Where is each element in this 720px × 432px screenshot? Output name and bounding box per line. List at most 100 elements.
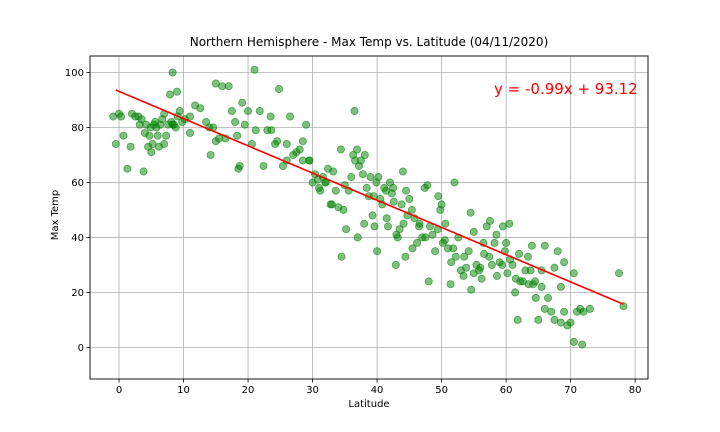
- data-point: [498, 260, 507, 269]
- data-point: [374, 172, 383, 181]
- data-point: [467, 285, 476, 294]
- data-point: [447, 258, 456, 267]
- data-point: [153, 131, 162, 140]
- y-axis-label: Max Temp: [50, 190, 61, 241]
- data-point: [492, 271, 501, 280]
- data-point: [502, 238, 511, 247]
- data-point: [305, 156, 314, 165]
- regression-line: [115, 89, 624, 305]
- data-point: [511, 288, 520, 297]
- x-tick-label: 0: [116, 385, 122, 396]
- data-point: [569, 337, 578, 346]
- data-point: [337, 252, 346, 261]
- data-point: [366, 172, 375, 181]
- data-point: [397, 200, 406, 209]
- data-point: [513, 315, 522, 324]
- data-point: [508, 260, 517, 269]
- plot-frame: [89, 55, 649, 380]
- data-point: [392, 230, 401, 239]
- data-point: [373, 247, 382, 256]
- x-tick-label: 80: [629, 385, 642, 396]
- data-point: [492, 230, 501, 239]
- scatter-points: [109, 65, 628, 349]
- data-point: [347, 172, 356, 181]
- data-point: [477, 274, 486, 283]
- data-point: [560, 258, 569, 267]
- data-point: [540, 241, 549, 250]
- data-point: [544, 293, 553, 302]
- data-point: [145, 131, 154, 140]
- data-point: [526, 266, 535, 275]
- data-point: [240, 120, 249, 129]
- data-point: [298, 137, 307, 146]
- data-point: [251, 126, 260, 135]
- data-point: [295, 145, 304, 154]
- data-point: [441, 219, 450, 228]
- data-point: [556, 318, 565, 327]
- data-point: [238, 98, 247, 107]
- data-point: [196, 104, 205, 113]
- x-axis-ticks: 0 10 20 30 40 50 60 70 80: [116, 379, 642, 396]
- data-point: [405, 194, 414, 203]
- data-point: [168, 68, 177, 77]
- data-point: [259, 161, 268, 170]
- data-point: [175, 107, 184, 116]
- data-point: [431, 247, 440, 256]
- data-point: [282, 139, 291, 148]
- data-point: [342, 225, 351, 234]
- data-point: [451, 252, 460, 261]
- data-point: [434, 192, 443, 201]
- data-point: [485, 252, 494, 261]
- data-point: [327, 200, 336, 209]
- data-point: [231, 118, 240, 127]
- y-tick-label: 80: [71, 123, 84, 134]
- y-tick-label: 40: [71, 233, 84, 244]
- x-tick-label: 10: [177, 385, 190, 396]
- data-point: [476, 263, 485, 272]
- data-point: [329, 167, 338, 176]
- data-point: [414, 222, 423, 231]
- data-point: [534, 315, 543, 324]
- data-point: [391, 260, 400, 269]
- data-point: [171, 123, 180, 132]
- data-point: [560, 307, 569, 316]
- data-point: [285, 112, 294, 121]
- y-tick-label: 100: [65, 68, 84, 79]
- data-point: [302, 120, 311, 129]
- data-point: [547, 307, 556, 316]
- data-point: [424, 277, 433, 286]
- data-point: [437, 200, 446, 209]
- data-point: [250, 65, 259, 74]
- y-axis-ticks: 0 20 40 60 80 100: [65, 68, 90, 354]
- data-point: [487, 260, 496, 269]
- data-point: [428, 230, 437, 239]
- data-point: [227, 107, 236, 116]
- data-point: [243, 107, 252, 116]
- data-point: [356, 156, 365, 165]
- data-point: [278, 161, 287, 170]
- data-point: [206, 150, 215, 159]
- data-point: [185, 112, 194, 121]
- data-point: [464, 247, 473, 256]
- data-point: [358, 170, 367, 179]
- data-point: [585, 304, 594, 313]
- data-point: [401, 252, 410, 261]
- data-point: [450, 178, 459, 187]
- data-point: [503, 269, 512, 278]
- data-point: [117, 112, 126, 121]
- y-tick-label: 60: [71, 178, 84, 189]
- chart-title: Northern Hemisphere - Max Temp vs. Latit…: [190, 35, 549, 49]
- x-axis-label: Latitude: [348, 399, 389, 410]
- data-point: [413, 238, 422, 247]
- data-point: [273, 137, 282, 146]
- data-point: [370, 222, 379, 231]
- x-tick-label: 20: [242, 385, 255, 396]
- data-point: [353, 233, 362, 242]
- data-point: [407, 205, 416, 214]
- data-point: [469, 269, 478, 278]
- data-point: [531, 293, 540, 302]
- data-point: [569, 269, 578, 278]
- data-point: [185, 128, 194, 137]
- data-point: [137, 115, 146, 124]
- data-point: [147, 148, 156, 157]
